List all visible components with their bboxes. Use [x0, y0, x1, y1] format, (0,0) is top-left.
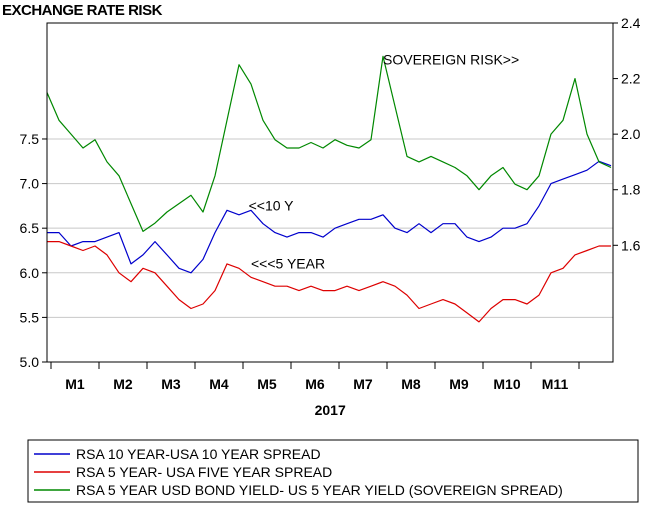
series-line: [47, 160, 612, 274]
x-axis-tick-label: M1: [65, 376, 85, 392]
left-axis-tick-label: 7.5: [20, 131, 40, 147]
series-line: [46, 55, 612, 232]
left-axis-tick-label: 5.5: [20, 309, 40, 325]
x-axis-tick-label: M4: [209, 376, 229, 392]
right-axis-tick-label: 1.6: [621, 237, 641, 253]
legend-label: RSA 5 YEAR- USA FIVE YEAR SPREAD: [76, 464, 332, 480]
x-axis-tick-label: M6: [305, 376, 325, 392]
legend-box: [27, 439, 639, 503]
left-axis-tick-label: 6.5: [20, 220, 40, 236]
x-axis-tick-label: M8: [401, 376, 421, 392]
right-axis-tick-label: 1.8: [621, 182, 641, 198]
series-line: [47, 241, 611, 323]
right-axis-tick-label: 2.2: [621, 71, 641, 87]
left-axis-tick-label: 7.0: [20, 176, 40, 192]
x-axis-tick-label: M5: [257, 376, 277, 392]
x-axis-tick-label: M3: [161, 376, 181, 392]
right-axis-tick-label: 2.4: [621, 15, 641, 31]
plot-frame: [46, 22, 614, 363]
x-axis-tick-label: M9: [449, 376, 469, 392]
x-axis-label: 2017: [315, 402, 346, 418]
x-axis-tick-label: M7: [353, 376, 373, 392]
x-axis-tick-label: M11: [542, 376, 569, 392]
x-axis-tick-label: M2: [113, 376, 133, 392]
left-axis-tick-label: 5.0: [20, 354, 40, 370]
annotation: <<10 Y: [249, 197, 295, 213]
legend-label: RSA 5 YEAR USD BOND YIELD- US 5 YEAR YIE…: [76, 482, 563, 498]
annotation: SOVEREIGN RISK>>: [383, 52, 519, 68]
left-axis-tick-label: 6.0: [20, 265, 40, 281]
legend-label: RSA 10 YEAR-USA 10 YEAR SPREAD: [76, 446, 321, 462]
annotation: <<<5 YEAR: [251, 255, 325, 271]
chart-title: EXCHANGE RATE RISK: [2, 2, 162, 19]
x-axis-tick-label: M10: [493, 376, 520, 392]
right-axis-tick-label: 2.0: [621, 126, 641, 142]
